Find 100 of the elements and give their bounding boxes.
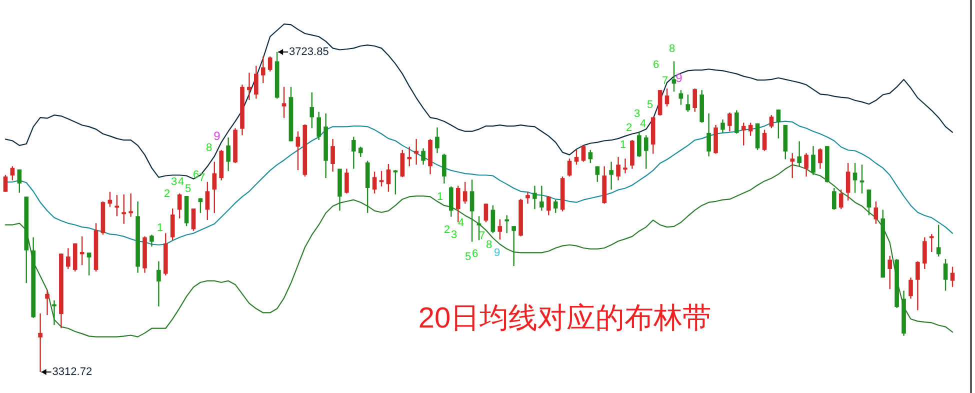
candlestick xyxy=(790,152,795,179)
annotation: 6 xyxy=(472,248,478,260)
annotation: 4 xyxy=(458,216,464,229)
annotation: 5 xyxy=(184,182,192,195)
annotation: 20日均线对应的布林带 xyxy=(418,302,712,335)
annotation: 3 xyxy=(634,108,640,120)
annotation: 3 xyxy=(170,176,178,188)
candlestick xyxy=(52,300,56,326)
candlestick xyxy=(476,216,482,241)
candlestick xyxy=(929,233,934,253)
candlestick xyxy=(442,153,446,184)
candlestick xyxy=(818,148,822,170)
candlestick xyxy=(156,260,161,307)
candlestick xyxy=(728,112,732,132)
candlestick xyxy=(38,312,42,373)
candlestick xyxy=(581,144,586,162)
candlestick xyxy=(769,114,774,129)
candlestick xyxy=(470,179,474,242)
candlestick xyxy=(706,112,711,157)
annotation: 5 xyxy=(646,98,654,111)
candlestick xyxy=(254,65,258,100)
candlestick xyxy=(435,126,440,154)
annotation: 4 xyxy=(178,176,184,188)
candlestick xyxy=(407,146,412,167)
candlestick xyxy=(943,258,948,292)
candlestick xyxy=(462,181,468,204)
candlestick xyxy=(3,174,8,192)
candlestick xyxy=(191,208,196,232)
candlestick xyxy=(720,118,725,134)
candlestick xyxy=(414,138,418,166)
candlestick xyxy=(386,163,391,192)
candlestick xyxy=(811,145,816,176)
annotation: 2 xyxy=(164,188,170,200)
annotation: 3723.85 xyxy=(289,46,329,58)
annotation: 6 xyxy=(652,58,660,71)
annotation: 1 xyxy=(620,138,626,151)
candlestick xyxy=(922,236,927,270)
annotation: 5 xyxy=(464,250,472,263)
candlestick xyxy=(553,199,558,214)
candlestick xyxy=(490,204,496,234)
candlestick xyxy=(484,203,488,223)
candlestick xyxy=(748,122,753,136)
candlestick xyxy=(448,186,454,218)
candlestick xyxy=(672,60,676,92)
annotation: 1 xyxy=(156,222,164,234)
candlestick xyxy=(212,161,217,214)
candlestick xyxy=(150,234,154,248)
candlestick xyxy=(664,88,670,107)
candlestick xyxy=(400,149,405,178)
candlestick xyxy=(316,111,321,141)
annotation: 8 xyxy=(486,238,492,251)
candlestick xyxy=(616,156,620,181)
candlestick xyxy=(268,56,272,72)
candlestick xyxy=(776,109,781,139)
candlestick xyxy=(540,185,544,212)
candlestick xyxy=(838,189,844,210)
annotation: 7 xyxy=(662,74,668,87)
annotation: 2 xyxy=(444,224,450,236)
candlestick xyxy=(936,224,941,258)
candlestick xyxy=(734,110,739,134)
annotation: 2 xyxy=(626,122,632,134)
candlestick xyxy=(644,134,648,170)
candlestick xyxy=(177,192,182,219)
candlestick xyxy=(122,194,126,224)
candlestick xyxy=(498,218,502,240)
candlestick xyxy=(595,166,600,183)
candlestick xyxy=(17,168,22,194)
candlestick xyxy=(421,148,426,166)
candlestick xyxy=(588,149,593,164)
candlestick xyxy=(260,56,266,84)
candlestick xyxy=(532,185,537,210)
candlestick xyxy=(852,162,858,194)
candlestick xyxy=(86,252,92,276)
candlestick xyxy=(66,248,70,270)
candlestick xyxy=(282,86,286,119)
annotation: 9 xyxy=(494,246,500,259)
candlestick xyxy=(950,266,955,288)
candlestick xyxy=(574,149,579,166)
candlestick xyxy=(10,166,15,181)
annotation: 4 xyxy=(640,118,646,130)
candlestick xyxy=(379,170,384,187)
candlestick xyxy=(832,187,836,210)
candlestick xyxy=(846,162,850,202)
candlestick xyxy=(226,136,230,172)
candlestick xyxy=(692,88,698,112)
candlestick xyxy=(205,181,210,221)
candlestick xyxy=(741,122,746,146)
candlestick xyxy=(860,164,864,194)
candlestick xyxy=(874,200,878,224)
candlestick xyxy=(372,171,377,194)
candlestick xyxy=(358,146,363,158)
candlestick xyxy=(637,130,642,158)
candlestick xyxy=(797,140,802,167)
candlestick xyxy=(330,138,335,172)
annotation: 9 xyxy=(214,129,221,144)
annotation: 1 xyxy=(436,190,444,203)
candlestick xyxy=(609,161,614,190)
candlestick xyxy=(567,158,572,178)
candlestick xyxy=(114,194,120,217)
candlestick xyxy=(916,260,920,311)
